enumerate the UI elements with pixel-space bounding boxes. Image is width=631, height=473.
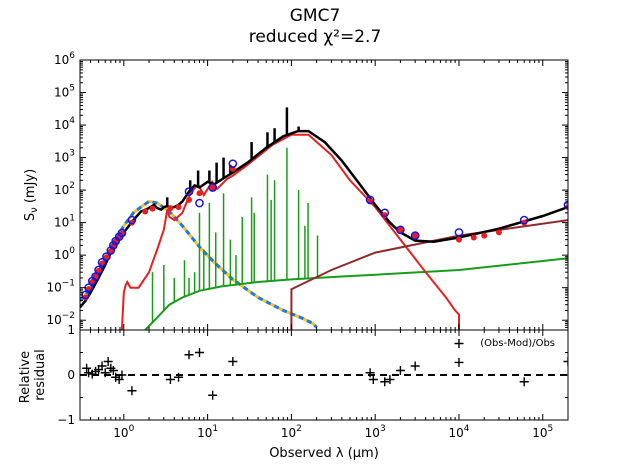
model-flux-point xyxy=(481,232,488,239)
observed-flux-point xyxy=(94,265,103,275)
sed-y-axis-label: Sν (mJy) xyxy=(23,169,40,221)
observed-flux-point xyxy=(410,231,420,240)
residual-point xyxy=(165,375,175,384)
residual-point xyxy=(108,366,118,375)
residual-point xyxy=(194,348,204,357)
residual-point xyxy=(454,339,464,348)
model-spectrum-line xyxy=(80,129,568,309)
model-flux-point xyxy=(495,229,502,236)
observed-flux-point xyxy=(454,228,464,237)
model-flux-point xyxy=(196,190,203,197)
model-flux-point xyxy=(412,232,419,239)
sed-y-tick-label: 104 xyxy=(54,116,75,132)
model-flux-point xyxy=(167,205,174,212)
observed-flux-point xyxy=(380,208,390,218)
x-tick-label: 103 xyxy=(365,424,386,440)
residual-point xyxy=(97,361,107,371)
sed-y-tick-label: 10−1 xyxy=(46,279,75,295)
model-flux-point xyxy=(149,205,156,212)
residual-point xyxy=(174,372,184,382)
nebular-line xyxy=(144,257,568,330)
x-tick-label: 102 xyxy=(281,424,302,440)
observed-flux-point xyxy=(184,187,194,196)
residual-plot-area xyxy=(80,339,568,400)
model-flux-point xyxy=(186,196,193,203)
residual-point xyxy=(395,366,405,375)
sed-plot-area xyxy=(80,107,568,330)
observed-flux-point xyxy=(102,252,111,261)
sed-axes: 10−2 10−1 100 101 102 103 104 105 106 xyxy=(46,51,569,331)
residual-point xyxy=(563,357,568,366)
observed-flux-point xyxy=(208,183,218,192)
residual-y-axis-label: Relative residual xyxy=(18,347,48,404)
residual-point xyxy=(368,375,378,384)
model-flux-point xyxy=(209,184,216,191)
observed-flux-point xyxy=(228,159,238,169)
residual-point xyxy=(519,377,529,387)
residual-point xyxy=(228,357,238,366)
dust-emission-line xyxy=(120,133,460,330)
residual-point xyxy=(103,357,113,366)
residual-point xyxy=(127,386,137,396)
sed-y-tick-label: 103 xyxy=(54,149,75,165)
sed-y-tick-label: 105 xyxy=(54,84,75,100)
x-tick-label: 105 xyxy=(532,424,553,440)
residual-y-tick-label: 0 xyxy=(67,368,75,382)
model-flux-point xyxy=(95,267,102,274)
residual-point xyxy=(184,350,194,360)
residual-axes: 100 101 102 103 104 105 −1 0 1 xyxy=(57,323,569,440)
model-flux-point xyxy=(455,236,462,243)
x-tick-label: 101 xyxy=(197,424,218,440)
residual-point xyxy=(380,377,390,387)
sed-y-tick-label: 10−2 xyxy=(46,311,75,327)
residual-y-tick-label: 1 xyxy=(67,323,75,337)
radio-synchrotron-line xyxy=(290,219,568,330)
residual-point xyxy=(208,390,218,400)
observed-flux-point xyxy=(108,241,118,250)
attenuated-stellar-line-under xyxy=(80,199,318,329)
observed-flux-point xyxy=(97,258,107,267)
residual-point xyxy=(385,375,395,384)
observed-flux-point xyxy=(127,215,137,225)
model-flux-point xyxy=(175,204,182,211)
chart-title: GMC7 xyxy=(290,6,341,26)
chart-subtitle: reduced χ²=2.7 xyxy=(249,27,382,47)
residual-point xyxy=(117,370,127,380)
model-flux-point xyxy=(470,234,477,241)
observed-flux-point xyxy=(106,246,116,255)
x-tick-label: 100 xyxy=(113,424,134,440)
residual-y-axis-label-line2: residual xyxy=(33,349,48,401)
residual-point xyxy=(82,363,92,373)
model-flux-point xyxy=(107,248,114,255)
residual-y-axis-label-line1: Relative xyxy=(18,351,33,403)
x-tick-label: 104 xyxy=(448,424,469,440)
observed-flux-point xyxy=(117,228,127,238)
observed-flux-point xyxy=(365,195,375,205)
model-flux-point xyxy=(142,208,149,215)
residual-legend: (Obs-Mod)/Obs xyxy=(480,338,555,349)
x-axis-label: Observed λ (μm) xyxy=(269,446,379,461)
sed-y-tick-label: 106 xyxy=(54,51,75,67)
residual-point xyxy=(365,368,375,378)
residual-point xyxy=(100,368,110,378)
observed-flux-point xyxy=(519,215,529,225)
sed-y-tick-label: 101 xyxy=(54,214,75,230)
observed-flux-point xyxy=(195,198,204,208)
residual-y-tick-label: −1 xyxy=(57,413,75,427)
observed-flux-point xyxy=(396,225,405,235)
residual-point xyxy=(454,357,464,367)
sed-y-tick-label: 100 xyxy=(54,246,75,262)
model-flux-point xyxy=(397,226,404,233)
observed-flux-point xyxy=(563,200,568,210)
residual-point xyxy=(410,361,420,371)
sed-y-tick-label: 102 xyxy=(54,181,75,197)
model-flux-point xyxy=(103,254,110,261)
